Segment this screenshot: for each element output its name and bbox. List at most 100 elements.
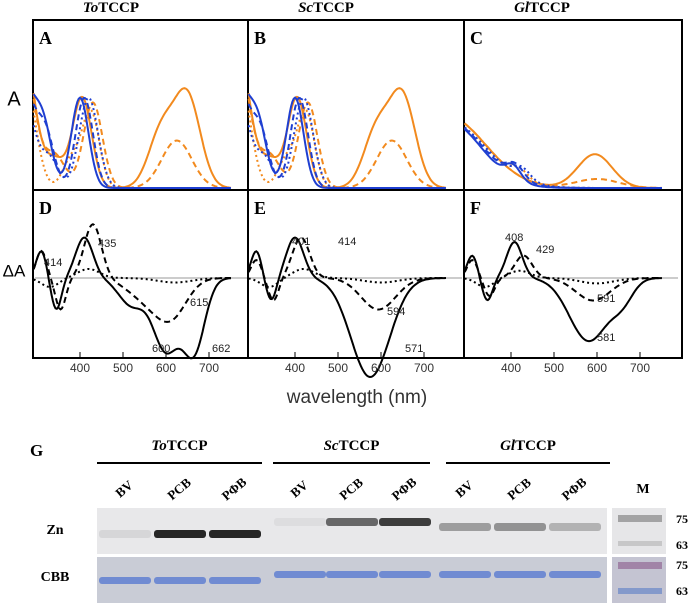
spectrum (32, 96, 231, 189)
x-tick-label: 400 (285, 361, 305, 375)
spectrum (32, 98, 231, 189)
panel-letter: A (39, 28, 52, 48)
annotation: 408 (505, 232, 523, 244)
band (439, 523, 491, 531)
size-label: 75 (676, 558, 688, 572)
y-label: ΔA (3, 261, 26, 280)
panel-title: ToTCCP (83, 0, 139, 16)
panel-title: GlTCCP (514, 0, 570, 16)
spectrum (463, 122, 662, 189)
band (326, 571, 378, 578)
annotation: 571 (405, 343, 423, 355)
x-tick-label: 500 (544, 361, 564, 375)
lane-label: BV (452, 477, 476, 500)
spectrum (247, 96, 446, 189)
annotation: 429 (536, 244, 554, 256)
panel-title: ScTCCP (298, 0, 354, 16)
lane-label: BV (287, 477, 311, 500)
group-title: ScTCCP (324, 438, 380, 454)
annotation: 414 (44, 257, 62, 269)
x-tick-label: 500 (328, 361, 348, 375)
spectrum (463, 254, 662, 302)
band (549, 523, 601, 531)
annotation: 435 (98, 238, 116, 250)
band (618, 562, 662, 569)
italic: Gl (500, 438, 516, 454)
band (99, 530, 151, 538)
lane-label: PCB (336, 475, 366, 503)
italic: Gl (514, 0, 530, 16)
panel-letter: E (254, 198, 266, 218)
panel-letter: F (470, 198, 481, 218)
lane-label: PCB (164, 475, 194, 503)
band (154, 577, 206, 584)
band (379, 518, 431, 526)
lane-label: BV (112, 477, 136, 500)
spectrum (247, 236, 446, 379)
lane-label: PΦB (219, 474, 250, 503)
size-label: 75 (676, 512, 688, 526)
x-tick-label: 700 (414, 361, 434, 375)
lane-label: PΦB (559, 474, 590, 503)
band (618, 541, 662, 546)
x-tick-label: 600 (371, 361, 391, 375)
spectrum (463, 127, 662, 189)
band (494, 523, 546, 531)
band (154, 530, 206, 538)
panel-letter: G (30, 441, 43, 460)
spectrum (33, 268, 231, 289)
band (274, 518, 326, 526)
rest: TCCP (167, 438, 208, 454)
spectrum (247, 96, 446, 189)
spectrum (464, 126, 662, 189)
spectrum (32, 96, 231, 189)
x-tick-label: 400 (501, 361, 521, 375)
x-tick-label: 400 (70, 361, 90, 375)
italic: To (151, 438, 166, 454)
spectrum (32, 236, 231, 360)
band (274, 571, 326, 578)
spectrum (464, 269, 662, 289)
marker-zn (612, 508, 666, 554)
band (209, 577, 261, 584)
spectrum (32, 223, 231, 323)
band (494, 571, 546, 578)
x-tick-label: 500 (113, 361, 133, 375)
annotation: 662 (212, 343, 230, 355)
group-title: ToTCCP (151, 438, 207, 454)
lane-label: PCB (504, 475, 534, 503)
rest: TCCP (515, 438, 556, 454)
rest: TCCP (98, 0, 139, 16)
rest: TCCP (313, 0, 354, 16)
y-label: A (7, 88, 21, 110)
size-label: 63 (676, 538, 688, 552)
x-tick-label: 600 (156, 361, 176, 375)
panel-letter: B (254, 28, 266, 48)
lane-label: PΦB (389, 474, 420, 503)
panel-letter: D (39, 198, 52, 218)
annotation: 591 (597, 293, 615, 305)
spectrum (463, 122, 662, 189)
annotation: 600 (152, 343, 170, 355)
band (549, 571, 601, 578)
row-label: Zn (46, 523, 63, 538)
italic: Sc (324, 438, 339, 454)
italic: To (83, 0, 98, 16)
italic: Sc (298, 0, 313, 16)
spectrum (463, 241, 662, 343)
rest: TCCP (529, 0, 570, 16)
band (439, 571, 491, 578)
panel-letter: C (470, 28, 483, 48)
size-label: 63 (676, 584, 688, 598)
band (99, 577, 151, 584)
annotation: 594 (387, 306, 405, 318)
annotation: 581 (597, 332, 615, 344)
annotation: 401 (292, 236, 310, 248)
band (209, 530, 261, 538)
x-tick-label: 700 (199, 361, 219, 375)
band (326, 518, 378, 526)
spectrum (247, 98, 446, 189)
spectrum (247, 236, 446, 311)
row-label: CBB (41, 570, 70, 585)
